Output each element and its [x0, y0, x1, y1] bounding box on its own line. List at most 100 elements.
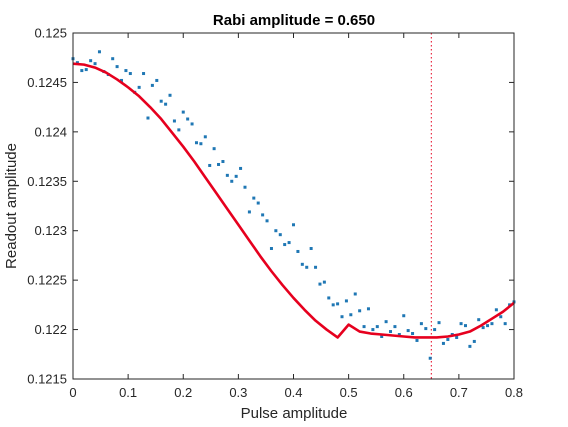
- data-point: [463, 324, 467, 328]
- plot-frame: [72, 32, 515, 380]
- x-tick-label: 0.3: [229, 385, 247, 400]
- y-tick-label: 0.124: [34, 124, 67, 139]
- data-point: [269, 247, 273, 251]
- data-point: [375, 325, 379, 329]
- data-point: [415, 338, 419, 342]
- data-point: [477, 318, 481, 322]
- data-point: [186, 117, 190, 121]
- data-point: [89, 59, 93, 63]
- x-tick-label: 0.5: [340, 385, 358, 400]
- data-point: [371, 328, 375, 332]
- y-tick-label: 0.1215: [27, 372, 67, 387]
- data-point: [389, 330, 393, 334]
- data-point: [146, 116, 150, 120]
- data-point: [384, 320, 388, 324]
- x-tick-label: 0: [69, 385, 76, 400]
- x-tick-label: 0.2: [174, 385, 192, 400]
- data-point: [490, 322, 494, 326]
- x-tick-label: 0.1: [119, 385, 137, 400]
- y-tick-label: 0.1235: [27, 174, 67, 189]
- y-axis-ticks: 0.1215 0.122 0.1225 0.123 0.1235 0.124 0.1245 0…: [27, 26, 514, 387]
- y-tick-label: 0.122: [34, 322, 67, 337]
- data-point: [309, 247, 313, 251]
- data-point: [393, 325, 397, 329]
- data-point: [203, 135, 207, 139]
- data-point: [322, 280, 326, 284]
- data-point: [261, 213, 265, 217]
- data-point: [243, 185, 247, 189]
- data-point: [300, 262, 304, 266]
- y-axis-label: Readout amplitude: [3, 143, 20, 269]
- data-point: [239, 166, 243, 170]
- data-point: [481, 326, 485, 330]
- data-point: [305, 265, 309, 269]
- data-point: [437, 321, 441, 325]
- data-point: [336, 302, 340, 306]
- data-point: [287, 241, 291, 245]
- data-point: [111, 57, 115, 61]
- data-point: [93, 62, 97, 66]
- data-point: [327, 296, 331, 300]
- data-point: [428, 356, 432, 360]
- data-point: [419, 322, 423, 326]
- data-point: [194, 141, 198, 145]
- data-point: [221, 160, 225, 164]
- data-point: [247, 210, 251, 214]
- y-tick-label: 0.123: [34, 223, 67, 238]
- data-point: [353, 292, 357, 296]
- data-point: [424, 327, 428, 331]
- data-point: [472, 339, 476, 343]
- data-point: [441, 341, 445, 345]
- data-point: [362, 325, 366, 329]
- data-point: [433, 328, 437, 332]
- data-point: [318, 282, 322, 286]
- data-point: [97, 50, 101, 54]
- data-point: [331, 303, 335, 307]
- data-point: [296, 249, 300, 253]
- data-point: [274, 229, 278, 233]
- data-point: [115, 65, 119, 69]
- data-point: [155, 78, 159, 82]
- data-point: [494, 308, 498, 312]
- data-point: [190, 122, 194, 126]
- data-point: [468, 344, 472, 348]
- data-point: [80, 69, 84, 73]
- data-point: [344, 299, 348, 303]
- data-point: [230, 179, 234, 183]
- data-point: [252, 196, 256, 200]
- data-point: [402, 314, 406, 318]
- data-point: [406, 329, 410, 333]
- data-point: [256, 201, 260, 205]
- data-point: [84, 68, 88, 72]
- x-tick-label: 0.8: [505, 385, 523, 400]
- data-point: [292, 223, 295, 227]
- chart-title: Rabi amplitude = 0.650: [213, 12, 375, 29]
- data-point: [380, 334, 384, 338]
- data-point: [124, 69, 128, 73]
- x-axis-label: Pulse amplitude: [241, 405, 348, 422]
- data-point: [503, 322, 507, 326]
- data-point: [486, 324, 490, 328]
- data-point: [177, 128, 181, 132]
- data-point: [278, 233, 282, 237]
- data-point: [225, 173, 229, 177]
- data-point: [172, 119, 176, 123]
- data-point: [120, 78, 124, 82]
- data-point: [128, 72, 132, 76]
- data-point: [446, 337, 450, 341]
- data-point: [217, 162, 221, 166]
- data-point: [181, 110, 185, 114]
- data-point: [397, 333, 401, 337]
- data-point: [499, 315, 503, 319]
- y-tick-label: 0.1245: [27, 75, 67, 90]
- data-point: [212, 147, 216, 151]
- data-point: [411, 332, 415, 336]
- x-axis-ticks: 0 0.1 0.2 0.3 0.4 0.5 0.6 0.7 0.8: [69, 33, 523, 400]
- x-tick-label: 0.6: [395, 385, 413, 400]
- data-point: [358, 309, 362, 313]
- data-point: [137, 85, 141, 89]
- data-point: [159, 99, 163, 103]
- data-point: [283, 243, 287, 247]
